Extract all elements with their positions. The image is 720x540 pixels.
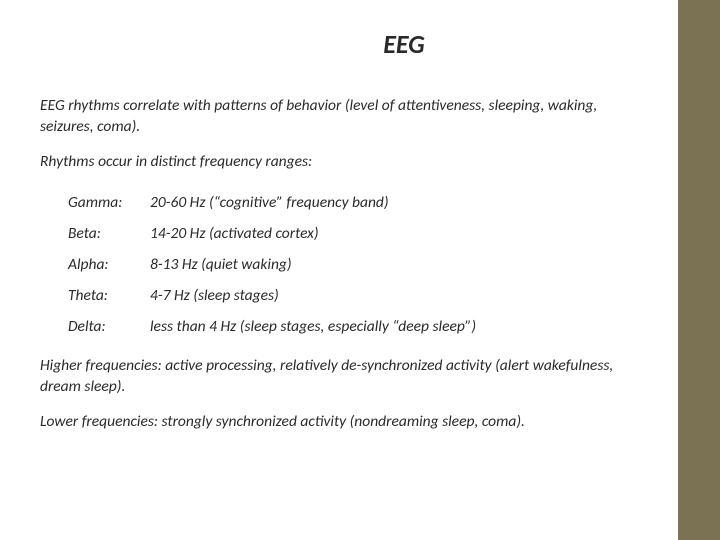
frequency-table: Gamma: 20-60 Hz (“cognitive” frequency b… xyxy=(68,187,476,342)
ranges-intro: Rhythms occur in distinct frequency rang… xyxy=(40,152,638,173)
table-row: Delta: less than 4 Hz (sleep stages, esp… xyxy=(68,311,476,342)
table-row: Gamma: 20-60 Hz (“cognitive” frequency b… xyxy=(68,187,476,218)
table-row: Alpha: 8-13 Hz (quiet waking) xyxy=(68,249,476,280)
slide-content: EEG EEG rhythms correlate with patterns … xyxy=(0,0,678,540)
freq-label: Theta: xyxy=(68,280,150,311)
freq-desc: less than 4 Hz (sleep stages, especially… xyxy=(150,311,476,342)
freq-label: Beta: xyxy=(68,218,150,249)
freq-desc: 8-13 Hz (quiet waking) xyxy=(150,249,476,280)
freq-desc: 14-20 Hz (activated cortex) xyxy=(150,218,476,249)
intro-paragraph: EEG rhythms correlate with patterns of b… xyxy=(40,96,638,138)
lower-freq-paragraph: Lower frequencies: strongly synchronized… xyxy=(40,412,638,433)
table-row: Beta: 14-20 Hz (activated cortex) xyxy=(68,218,476,249)
accent-sidebar xyxy=(678,0,720,540)
freq-label: Delta: xyxy=(68,311,150,342)
freq-desc: 20-60 Hz (“cognitive” frequency band) xyxy=(150,187,476,218)
freq-label: Alpha: xyxy=(68,249,150,280)
freq-label: Gamma: xyxy=(68,187,150,218)
freq-desc: 4-7 Hz (sleep stages) xyxy=(150,280,476,311)
slide-title: EEG xyxy=(170,28,638,60)
table-row: Theta: 4-7 Hz (sleep stages) xyxy=(68,280,476,311)
higher-freq-paragraph: Higher frequencies: active processing, r… xyxy=(40,356,638,398)
